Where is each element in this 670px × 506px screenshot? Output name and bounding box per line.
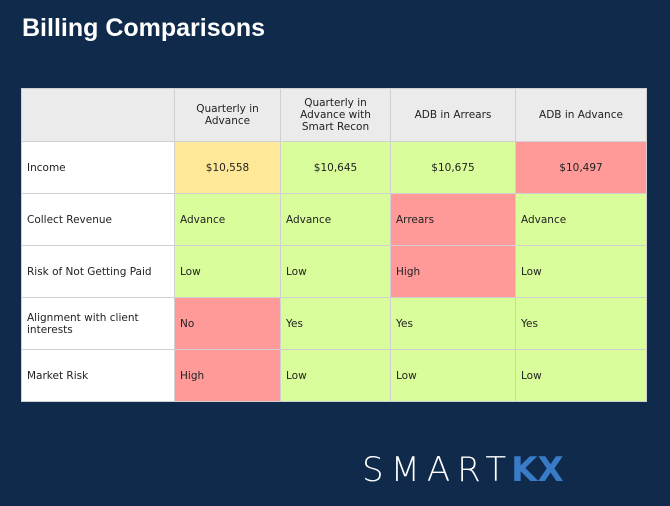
- header-cell: Quarterly in Advance with Smart Recon: [280, 88, 391, 142]
- table-cell: $10,497: [515, 141, 647, 194]
- row-label: Income: [21, 141, 175, 194]
- table-cell: No: [174, 297, 281, 350]
- table-row: Risk of Not Getting Paid Low Low High Low: [21, 245, 647, 298]
- table-cell: Low: [515, 245, 647, 298]
- row-label: Market Risk: [21, 349, 175, 402]
- table-row: Market Risk High Low Low Low: [21, 349, 647, 402]
- table-cell: Low: [280, 245, 391, 298]
- table-cell: Advance: [280, 193, 391, 246]
- table-cell: Low: [174, 245, 281, 298]
- table-row: Collect Revenue Advance Advance Arrears Adva…: [21, 193, 647, 246]
- table-cell: High: [390, 245, 516, 298]
- table-header-row: Quarterly in Advance Quarterly in Advanc…: [21, 88, 647, 142]
- table-cell: $10,558: [174, 141, 281, 194]
- table-cell: Arrears: [390, 193, 516, 246]
- page-title: Billing Comparisons: [22, 14, 266, 42]
- table-cell: High: [174, 349, 281, 402]
- row-label: Alignment with client interests: [21, 297, 175, 350]
- smartkx-logo: SMARTKX: [362, 450, 564, 490]
- table-cell: Low: [280, 349, 391, 402]
- logo-accent: KX: [511, 450, 564, 490]
- table-cell: Low: [515, 349, 647, 402]
- header-cell: ADB in Advance: [515, 88, 647, 142]
- table-cell: Advance: [515, 193, 647, 246]
- table-cell: $10,645: [280, 141, 391, 194]
- header-cell: ADB in Arrears: [390, 88, 516, 142]
- table-cell: Yes: [280, 297, 391, 350]
- table-row: Income $10,558 $10,645 $10,675 $10,497: [21, 141, 647, 194]
- row-label: Collect Revenue: [21, 193, 175, 246]
- table-cell: Yes: [390, 297, 516, 350]
- header-cell: Quarterly in Advance: [174, 88, 281, 142]
- table-cell: Low: [390, 349, 516, 402]
- header-cell-empty: [21, 88, 175, 142]
- billing-comparison-table: Quarterly in Advance Quarterly in Advanc…: [21, 88, 647, 402]
- row-label: Risk of Not Getting Paid: [21, 245, 175, 298]
- table-cell: Yes: [515, 297, 647, 350]
- table-cell: $10,675: [390, 141, 516, 194]
- logo-text: SMART: [362, 450, 514, 490]
- table-cell: Advance: [174, 193, 281, 246]
- table-row: Alignment with client interests No Yes Yes Y…: [21, 297, 647, 350]
